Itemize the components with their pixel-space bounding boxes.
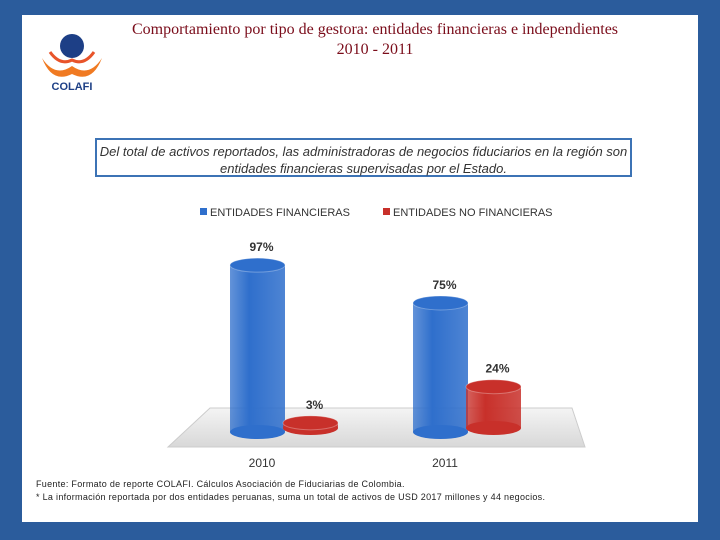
bar-body bbox=[413, 303, 468, 432]
legend-swatch bbox=[200, 208, 207, 215]
x-tick-label: 2011 bbox=[432, 456, 458, 470]
bar-top bbox=[465, 379, 522, 395]
logo: COLAFI bbox=[42, 34, 102, 93]
chart-subtitle: 2010 - 2011 bbox=[336, 41, 414, 58]
legend-label: ENTIDADES NO FINANCIERAS bbox=[393, 207, 553, 219]
source-line: Fuente: Formato de reporte COLAFI. Cálcu… bbox=[36, 479, 405, 489]
value-label: 75% bbox=[432, 278, 456, 292]
title-block: Comportamiento por tipo de gestora: enti… bbox=[130, 20, 620, 60]
logo-text: COLAFI bbox=[52, 81, 93, 93]
note-box: Del total de activos reportados, las adm… bbox=[95, 138, 632, 177]
value-label: 3% bbox=[306, 398, 324, 412]
bar bbox=[465, 379, 522, 435]
legend-label: ENTIDADES FINANCIERAS bbox=[210, 207, 350, 219]
chart-title: Comportamiento por tipo de gestora: enti… bbox=[131, 21, 619, 38]
x-tick-label: 2010 bbox=[249, 456, 276, 470]
bar-top bbox=[412, 295, 469, 311]
bar bbox=[412, 295, 469, 439]
value-label: 24% bbox=[485, 362, 509, 376]
bar-top bbox=[282, 415, 339, 431]
bar-body bbox=[230, 265, 285, 432]
bar bbox=[229, 257, 286, 439]
source-line: * La información reportada por dos entid… bbox=[36, 492, 546, 502]
value-label: 97% bbox=[249, 240, 273, 254]
bar-top bbox=[229, 257, 286, 273]
bar bbox=[282, 415, 339, 435]
legend-swatch bbox=[383, 208, 390, 215]
sources: Fuente: Formato de reporte COLAFI. Cálcu… bbox=[36, 478, 545, 504]
